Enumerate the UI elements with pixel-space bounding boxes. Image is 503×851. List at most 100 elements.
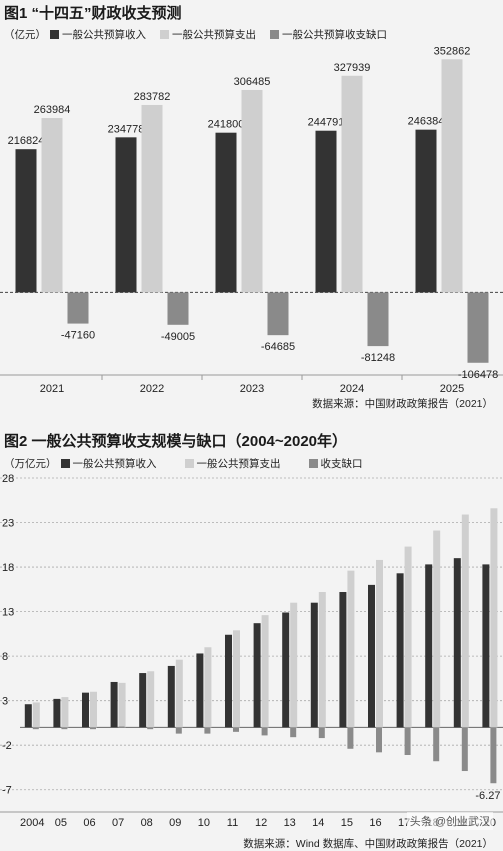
chart2-xtick-2004: 2004 bbox=[20, 817, 44, 829]
chart2-bar-income-14 bbox=[310, 602, 318, 728]
chart2-bar-expenditure-06 bbox=[90, 691, 97, 728]
legend-income-label: 一般公共预算收入 bbox=[62, 29, 146, 41]
chart2-bar-income-06 bbox=[82, 692, 89, 728]
chart2-bar-expenditure-18 bbox=[433, 530, 441, 728]
chart2-bar-expenditure-15 bbox=[347, 570, 355, 728]
chart2-xtick-10: 10 bbox=[198, 817, 210, 829]
legend2-deficit-swatch bbox=[308, 459, 318, 468]
chart2-bar-income-17 bbox=[396, 573, 404, 728]
chart2-bar-income-2004 bbox=[24, 704, 32, 728]
chart1-bar-deficit-2022 bbox=[167, 292, 189, 325]
chart2-bar-deficit-18 bbox=[433, 727, 440, 762]
chart2-source: 数据来源：Wind 数据库、中国财政政策报告（2021） bbox=[243, 838, 493, 850]
chart1-bar-deficit-2024 bbox=[367, 292, 389, 347]
chart2-bar-deficit-19 bbox=[461, 727, 468, 772]
legend-deficit: 一般公共预算收支缺口 bbox=[270, 27, 387, 42]
legend-deficit-label: 一般公共预算收支缺口 bbox=[282, 29, 387, 41]
legend-income: 一般公共预算收入 bbox=[50, 27, 146, 42]
chart2-bar-income-08 bbox=[139, 673, 147, 728]
chart2-ytick-3: 3 bbox=[2, 696, 8, 708]
chart1-bar-income-2025 bbox=[415, 129, 437, 293]
chart1-bar-income-2023 bbox=[215, 132, 237, 293]
chart1-xtick-2025: 2025 bbox=[440, 383, 464, 395]
chart2-bar-deficit-17 bbox=[404, 727, 411, 755]
chart2-ytick-13: 13 bbox=[2, 607, 14, 619]
chart1-bar-expenditure-2025 bbox=[441, 59, 463, 293]
chart2-legend: （万亿元） 一般公共预算收入 一般公共预算支出 收支缺口 bbox=[4, 456, 377, 471]
chart1-label-expenditure-2022: 283782 bbox=[134, 91, 171, 103]
chart2-bar-deficit-15 bbox=[347, 727, 354, 749]
chart1-bar-income-2024 bbox=[315, 130, 337, 293]
chart2-title: 图2 一般公共预算收支规模与缺口（2004~2020年） bbox=[4, 433, 348, 450]
chart2-bar-expenditure-09 bbox=[175, 659, 183, 728]
chart1-label-income-2022: 234778 bbox=[108, 123, 145, 135]
chart2-bar-expenditure-05 bbox=[61, 697, 69, 728]
chart2-bar-expenditure-2004 bbox=[32, 702, 40, 728]
chart1-label-deficit-2025: -106478 bbox=[458, 369, 498, 381]
legend-deficit-swatch bbox=[270, 30, 279, 39]
chart2-bar-deficit-07 bbox=[118, 726, 125, 728]
chart2-xtick-05: 05 bbox=[55, 817, 67, 829]
watermark: 头条 @创业武汉 bbox=[406, 812, 493, 830]
chart1-label-deficit-2022: -49005 bbox=[161, 331, 195, 343]
chart2-ytick--7: -7 bbox=[2, 785, 12, 797]
chart1-bar-deficit-2023 bbox=[267, 292, 289, 336]
chart2-xtick-11: 11 bbox=[227, 817, 238, 829]
legend-expenditure-swatch bbox=[160, 30, 169, 39]
chart2-bar-deficit-10 bbox=[204, 727, 211, 734]
chart2-bar-deficit-05 bbox=[61, 727, 68, 730]
chart2-bar-deficit-2004 bbox=[32, 727, 39, 730]
chart1-legend: （亿元） 一般公共预算收入 一般公共预算支出 一般公共预算收支缺口 bbox=[4, 27, 401, 42]
chart1-unit: （亿元） bbox=[4, 29, 46, 41]
chart2-xtick-16: 16 bbox=[369, 817, 381, 829]
chart2-bar-expenditure-19 bbox=[461, 514, 469, 728]
chart2-xtick-09: 09 bbox=[169, 817, 181, 829]
chart2-bar-expenditure-13 bbox=[290, 602, 298, 728]
legend-expenditure-label: 一般公共预算支出 bbox=[172, 29, 256, 41]
chart2-bar-deficit-16 bbox=[376, 727, 382, 753]
chart1-bar-income-2021 bbox=[15, 149, 37, 293]
chart2-ytick-8: 8 bbox=[2, 651, 8, 663]
chart1-xtick-2021: 2021 bbox=[40, 383, 64, 395]
chart2-bar-income-19 bbox=[453, 558, 461, 728]
chart2-xtick-07: 07 bbox=[112, 817, 124, 829]
chart2-bar-income-11 bbox=[225, 634, 232, 728]
legend2-deficit: 收支缺口 bbox=[308, 456, 363, 471]
chart2-xtick-06: 06 bbox=[83, 817, 95, 829]
chart2-bar-deficit-13 bbox=[290, 727, 297, 738]
legend-income-swatch bbox=[50, 30, 59, 39]
chart2-bar-income-12 bbox=[253, 623, 261, 728]
legend2-expenditure-swatch bbox=[184, 459, 194, 468]
chart1-label-expenditure-2021: 263984 bbox=[34, 104, 71, 116]
chart1-bar-expenditure-2021 bbox=[41, 118, 63, 293]
legend2-income-swatch bbox=[60, 459, 70, 468]
chart1-svg: 216824 263984 -47160 2021 234778 283782 -49005… bbox=[0, 45, 503, 395]
chart2-bar-deficit-20 bbox=[490, 727, 497, 784]
legend2-expenditure-label: 一般公共预算支出 bbox=[196, 458, 281, 470]
chart1-xtick-2024: 2024 bbox=[340, 383, 364, 395]
chart2-xtick-13: 13 bbox=[284, 817, 296, 829]
chart2-bar-income-05 bbox=[53, 698, 61, 728]
chart2-bar-expenditure-11 bbox=[233, 630, 240, 728]
chart2-bar-deficit-11 bbox=[233, 727, 239, 732]
chart1-bar-income-2022 bbox=[115, 137, 137, 293]
chart2-bar-deficit-09 bbox=[175, 727, 182, 734]
chart2-bar-expenditure-12 bbox=[261, 615, 269, 728]
chart1-label-income-2024: 244791 bbox=[308, 117, 345, 129]
chart1-label-deficit-2024: -81248 bbox=[361, 352, 395, 364]
chart1-label-deficit-2021: -47160 bbox=[61, 330, 95, 342]
chart2-bar-expenditure-17 bbox=[404, 546, 412, 728]
chart2-bar-deficit-14 bbox=[318, 727, 325, 739]
chart2-bar-expenditure-10 bbox=[204, 647, 212, 728]
chart2-bar-income-10 bbox=[196, 653, 204, 728]
chart1-bar-expenditure-2022 bbox=[141, 104, 163, 293]
chart2-ytick--2: -2 bbox=[2, 740, 12, 752]
chart2-bar-income-18 bbox=[425, 564, 433, 728]
chart2-bar-expenditure-08 bbox=[147, 671, 155, 728]
chart2-bar-deficit-08 bbox=[147, 727, 154, 730]
chart1-xtick-2022: 2022 bbox=[140, 383, 164, 395]
chart2-xtick-08: 08 bbox=[141, 817, 153, 829]
chart1-label-expenditure-2025: 352862 bbox=[434, 45, 471, 57]
chart2-bar-income-15 bbox=[339, 592, 347, 728]
